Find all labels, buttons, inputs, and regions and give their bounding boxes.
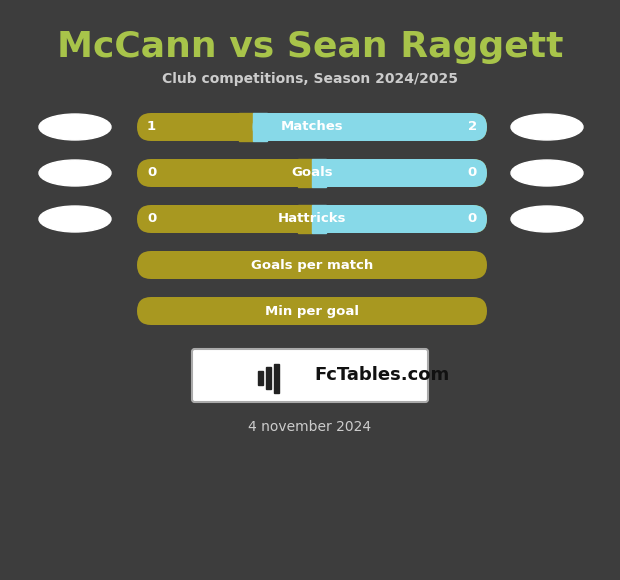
Text: Goals: Goals [291,166,333,179]
Bar [258,371,263,386]
Ellipse shape [511,206,583,232]
Bar [239,113,252,141]
Bar [298,205,312,233]
Text: FcTables.com: FcTables.com [315,367,450,385]
FancyBboxPatch shape [137,159,487,187]
Text: 2: 2 [468,121,477,133]
Ellipse shape [39,206,111,232]
Bar [266,367,271,389]
Ellipse shape [511,160,583,186]
Text: Matches: Matches [281,121,343,133]
Ellipse shape [39,114,111,140]
Bar [298,159,312,187]
Text: 0: 0 [467,212,477,226]
Text: McCann vs Sean Raggett: McCann vs Sean Raggett [57,30,563,64]
FancyBboxPatch shape [137,297,487,325]
FancyBboxPatch shape [312,159,487,187]
FancyBboxPatch shape [312,205,487,233]
Ellipse shape [39,160,111,186]
Text: Club competitions, Season 2024/2025: Club competitions, Season 2024/2025 [162,72,458,86]
Text: Goals per match: Goals per match [251,259,373,271]
FancyBboxPatch shape [137,113,487,141]
FancyBboxPatch shape [252,113,487,141]
Ellipse shape [511,114,583,140]
Text: 4 november 2024: 4 november 2024 [249,420,371,434]
Text: 0: 0 [467,166,477,179]
Bar [312,205,326,233]
Bar [252,113,267,141]
Text: 0: 0 [147,212,156,226]
Text: 1: 1 [147,121,156,133]
FancyBboxPatch shape [192,349,428,402]
Bar [274,364,279,393]
FancyBboxPatch shape [137,251,487,279]
Text: Min per goal: Min per goal [265,304,359,317]
Text: 0: 0 [147,166,156,179]
Bar [312,159,326,187]
Text: Hattricks: Hattricks [278,212,346,226]
FancyBboxPatch shape [137,205,487,233]
